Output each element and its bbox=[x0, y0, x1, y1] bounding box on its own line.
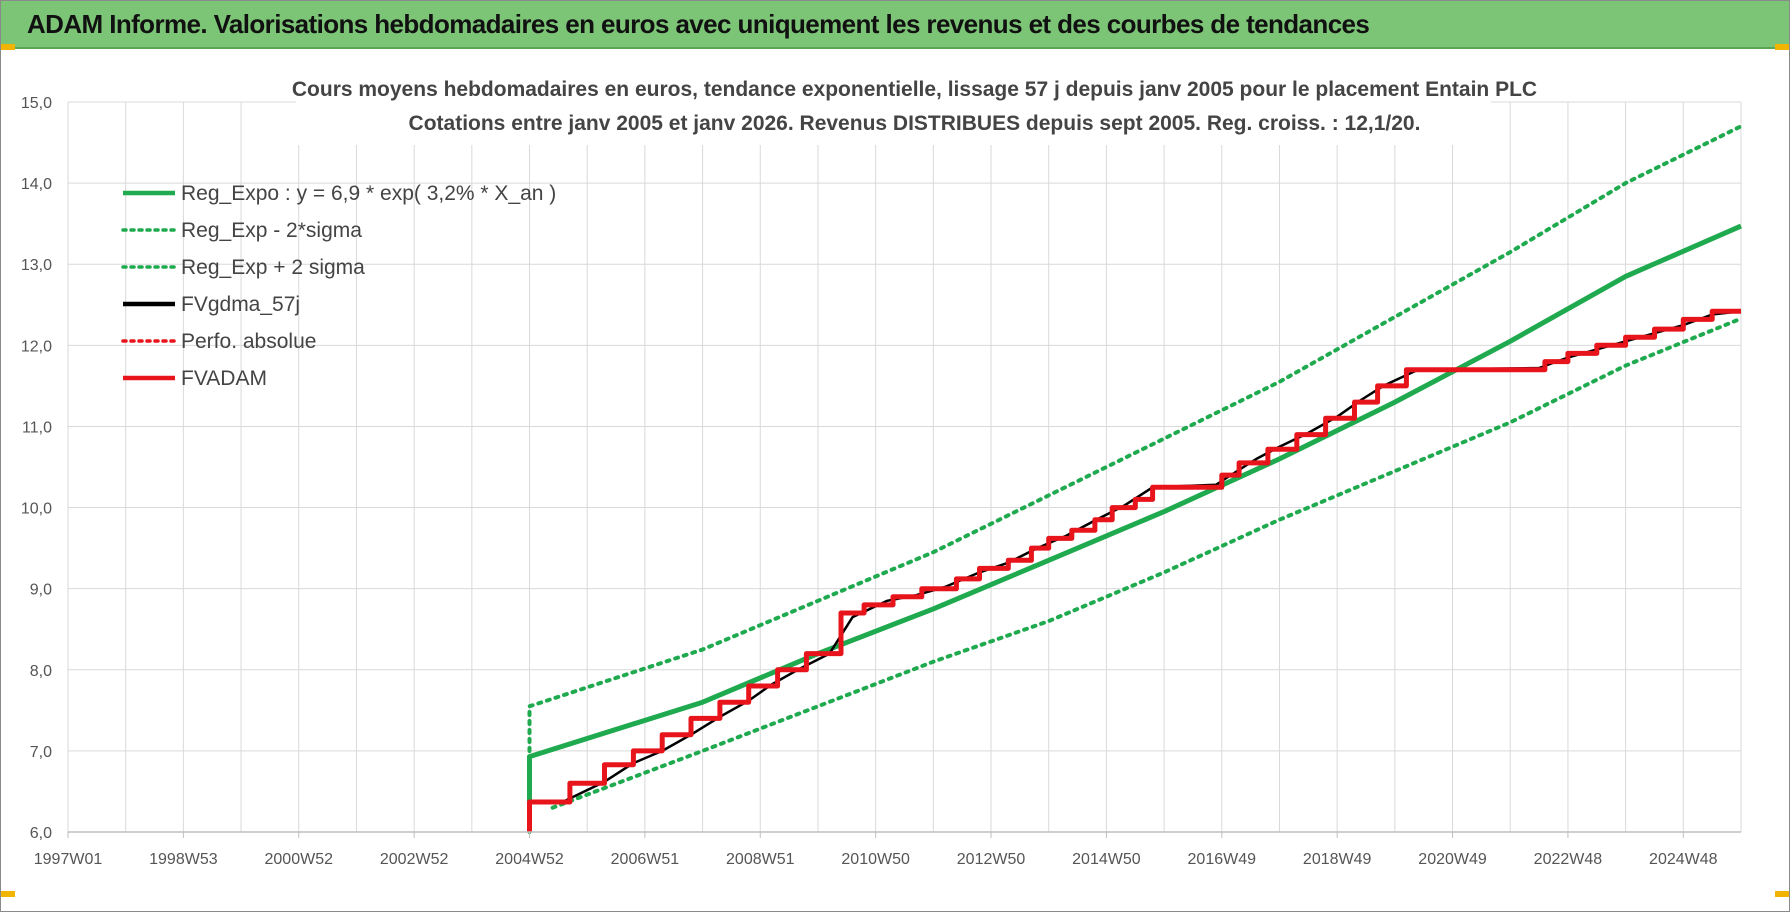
series-line-2 bbox=[527, 124, 1743, 834]
corner-marker-bottom-right bbox=[1775, 891, 1789, 897]
y-tick-label: 6,0 bbox=[30, 825, 52, 842]
line-chart: 6,0 7,0 8,0 9,0 10,0 11,0 12,0 13,0 14,0 15,0 1997… bbox=[21, 59, 1743, 868]
legend-label: Reg_Exp + 2 sigma bbox=[181, 256, 365, 279]
x-tick-label: 2004W52 bbox=[495, 851, 564, 868]
chart-title-background bbox=[296, 59, 1491, 145]
y-tick-label: 8,0 bbox=[30, 663, 52, 680]
legend-label: Reg_Expo : y = 6,9 * exp( 3,2% * X_an ) bbox=[181, 182, 556, 205]
series-line-5 bbox=[527, 308, 1741, 832]
y-tick-label: 15,0 bbox=[21, 95, 52, 112]
chart-title-line: Cours moyens hebdomadaires en euros, ten… bbox=[292, 78, 1537, 101]
x-tick-label: 2018W49 bbox=[1303, 851, 1372, 868]
report-title: ADAM Informe. Valorisations hebdomadaire… bbox=[27, 9, 1370, 39]
x-tick-label: 2012W50 bbox=[957, 851, 1026, 868]
legend-label: FVADAM bbox=[181, 367, 267, 390]
x-tick-label: 2016W49 bbox=[1188, 851, 1257, 868]
corner-marker-left bbox=[1, 44, 15, 50]
x-tick-label: 2014W50 bbox=[1072, 851, 1141, 868]
corner-marker-right bbox=[1775, 44, 1789, 50]
series-lines bbox=[527, 124, 1743, 834]
legend-label: Reg_Exp - 2*sigma bbox=[181, 219, 362, 242]
report-header: ADAM Informe. Valorisations hebdomadaire… bbox=[1, 1, 1789, 49]
series-line-1 bbox=[550, 316, 1743, 810]
y-tick-label: 14,0 bbox=[21, 176, 52, 193]
legend: Reg_Expo : y = 6,9 * exp( 3,2% * X_an ) R… bbox=[121, 182, 556, 390]
x-tick-label: 2002W52 bbox=[380, 851, 449, 868]
x-tick-label: 2006W51 bbox=[611, 851, 680, 868]
y-tick-label: 13,0 bbox=[21, 257, 52, 274]
y-tick-label: 7,0 bbox=[30, 744, 52, 761]
y-tick-label: 9,0 bbox=[30, 582, 52, 599]
x-tick-label: 2020W49 bbox=[1418, 851, 1487, 868]
x-tick-label: 2010W50 bbox=[841, 851, 910, 868]
x-tick-label: 2000W52 bbox=[265, 851, 334, 868]
x-tick-label: 1998W53 bbox=[149, 851, 218, 868]
legend-label: FVgdma_57j bbox=[181, 293, 300, 316]
series-line-3 bbox=[528, 310, 1742, 832]
gridlines bbox=[67, 101, 1742, 833]
y-tick-label: 11,0 bbox=[22, 419, 52, 436]
axes: 6,0 7,0 8,0 9,0 10,0 11,0 12,0 13,0 14,0 15,0 1997… bbox=[21, 95, 1741, 868]
x-tick-label: 2022W48 bbox=[1534, 851, 1603, 868]
series-line-0 bbox=[527, 223, 1742, 832]
legend-label: Perfo. absolue bbox=[181, 330, 316, 353]
y-tick-label: 10,0 bbox=[21, 501, 52, 518]
chart-title: Cours moyens hebdomadaires en euros, ten… bbox=[292, 59, 1537, 145]
x-tick-label: 2008W51 bbox=[726, 851, 795, 868]
x-tick-label: 2024W48 bbox=[1649, 851, 1718, 868]
y-tick-label: 12,0 bbox=[21, 338, 52, 355]
x-tick-label: 1997W01 bbox=[34, 851, 103, 868]
corner-marker-bottom-left bbox=[1, 891, 15, 897]
chart-title-line: Cotations entre janv 2005 et janv 2026. … bbox=[409, 112, 1421, 135]
